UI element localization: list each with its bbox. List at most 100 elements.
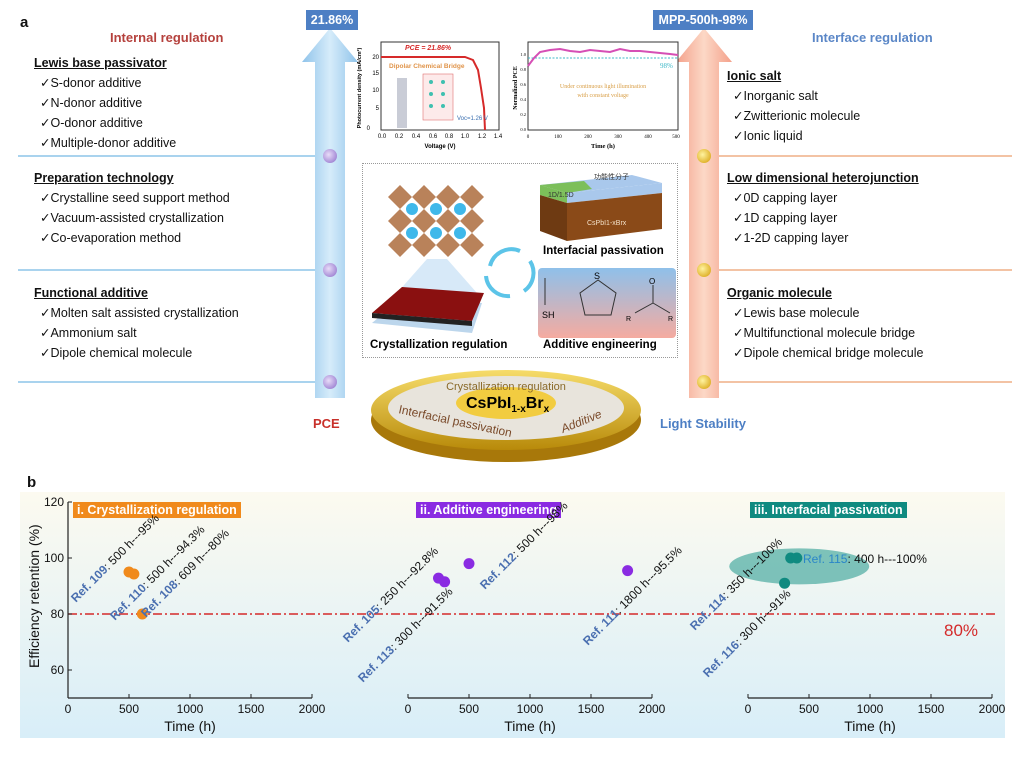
x-axis-label: Time (h)	[504, 718, 556, 734]
jv-xtick: 0.6	[429, 134, 438, 140]
milestone-dot	[323, 149, 337, 163]
layer-mid-label: 1D/1.5D	[548, 192, 574, 199]
jv-ytick: 15	[372, 71, 379, 77]
r-group-label: R	[668, 316, 673, 323]
divider-line	[18, 269, 328, 271]
jv-xtick: 0.4	[412, 134, 421, 140]
divider-line	[700, 269, 1012, 271]
panel-a-label: a	[20, 14, 29, 31]
x-tick-label: 2000	[298, 702, 326, 716]
jv-xtick: 1.0	[461, 134, 470, 140]
subplot-title: i. Crystallization regulation	[73, 502, 241, 518]
group-item: ✓O-donor additive	[40, 116, 143, 130]
highlight-ellipse	[729, 548, 870, 585]
x-tick-label: 500	[118, 702, 140, 716]
perovskite-lattice	[388, 185, 484, 257]
strategy-box	[362, 163, 678, 358]
group-heading: Lewis base passivator	[34, 56, 167, 70]
x-tick-label: 0	[404, 702, 412, 716]
x-tick-label: 500	[458, 702, 480, 716]
stability-arrow	[676, 28, 732, 398]
data-point	[463, 558, 475, 570]
subplot-title: iii. Interfacial passivation	[750, 502, 907, 518]
point-label: Ref. 115: 400 h---100%	[803, 552, 927, 566]
stab-note: with constant voltage	[577, 93, 629, 99]
group-organic-molecule: Organic molecule ✓Lewis base molecule ✓M…	[727, 283, 923, 363]
jv-xtick: 0.0	[378, 134, 387, 140]
threshold-label: 80%	[944, 621, 979, 640]
data-point	[779, 577, 791, 589]
stability-inset: 98% Under continuous light illumination …	[513, 41, 680, 150]
group-heading: Low dimensional heterojunction	[727, 171, 919, 185]
group-heading: Organic molecule	[727, 286, 832, 300]
divider-line	[700, 381, 1012, 383]
group-functional-additive: Functional additive ✓Molten salt assiste…	[34, 283, 239, 363]
interfacial-block: 功能性分子 1D/1.5D CsPbI1-xBrx	[540, 172, 662, 241]
stab-ytick: 0.4	[520, 97, 526, 102]
group-item: ✓Inorganic salt	[733, 89, 818, 103]
x-tick-label: 1000	[856, 702, 884, 716]
data-point	[136, 608, 148, 620]
layer-base-label: CsPbI1-xBrx	[587, 220, 627, 227]
panel-b-background	[20, 492, 1005, 738]
x-tick-label: 1500	[917, 702, 945, 716]
stab-ytick: 0.0	[520, 127, 526, 132]
stab-xtick: 0	[527, 135, 530, 140]
group-item: ✓Co-evaporation method	[40, 231, 182, 245]
jv-bridge-text: Dipolar Chemical Bridge	[389, 63, 465, 70]
group-item: ✓Vacuum-assisted crystallization	[40, 211, 224, 225]
jv-xtick: 1.4	[494, 134, 503, 140]
r-group-label: R	[626, 316, 631, 323]
jv-xtick: 1.2	[478, 134, 487, 140]
panel-b-label: b	[27, 474, 37, 491]
x-tick-label: 1500	[577, 702, 605, 716]
data-point	[439, 576, 451, 588]
film-stack	[372, 287, 484, 333]
group-item: ✓S-donor additive	[40, 76, 142, 90]
stab-xtick: 400	[644, 135, 652, 140]
stab-ylabel: Normalized PCE	[513, 66, 519, 110]
stability-badge: MPP-500h-98%	[653, 10, 753, 30]
pce-label: PCE	[313, 416, 340, 431]
group-item: ✓Multiple-donor additive	[40, 136, 177, 150]
x-tick-label: 2000	[638, 702, 666, 716]
jv-ylabel: Photocurrent density (mA/cm²)	[356, 48, 363, 129]
group-item: ✓Zwitterionic molecule	[733, 109, 861, 123]
group-lewis-base: Lewis base passivator ✓S-donor additive …	[34, 53, 176, 153]
light-stability-label: Light Stability	[660, 416, 746, 431]
thiol-label: SH	[542, 310, 555, 320]
milestone-dot	[697, 149, 711, 163]
stab-ytick: 0.2	[520, 112, 526, 117]
stab-xtick: 100	[554, 135, 562, 140]
ring-crystallization: Crystallization regulation	[446, 381, 566, 393]
stab-xtick: 300	[614, 135, 622, 140]
group-item: ✓Dipole chemical bridge molecule	[733, 346, 924, 360]
milestone-dot	[697, 375, 711, 389]
milestone-dot	[323, 375, 337, 389]
jv-ytick: 20	[372, 55, 379, 61]
stab-ytick: 0.6	[520, 82, 526, 87]
group-low-dimensional: Low dimensional heterojunction ✓0D cappi…	[727, 168, 919, 248]
group-item: ✓Lewis base molecule	[733, 306, 860, 320]
group-ionic-salt: Ionic salt ✓Inorganic salt ✓Zwitterionic…	[727, 66, 860, 146]
x-tick-label: 500	[798, 702, 820, 716]
divider-line	[700, 155, 1012, 157]
stab-xlabel: Time (h)	[591, 143, 615, 150]
group-item: ✓Multifunctional molecule bridge	[733, 326, 916, 340]
sulfur-label: S	[594, 271, 600, 281]
group-heading: Ionic salt	[727, 69, 782, 83]
milestone-dot	[323, 263, 337, 277]
additive-label: Additive engineering	[543, 339, 657, 351]
x-tick-label: 1000	[516, 702, 544, 716]
x-tick-label: 1500	[237, 702, 265, 716]
group-item: ✓Ionic liquid	[733, 129, 803, 143]
layer-top-label: 功能性分子	[594, 172, 629, 181]
interfacial-label: Interfacial passivation	[543, 245, 664, 257]
stab-xtick: 200	[584, 135, 592, 140]
pce-badge: 21.86%	[306, 10, 358, 30]
y-axis-label: Efficiency retention (%)	[26, 524, 42, 668]
subplot-title: ii. Additive engineering	[416, 502, 562, 518]
divider-line	[18, 381, 328, 383]
y-tick-label: 80	[50, 607, 64, 621]
